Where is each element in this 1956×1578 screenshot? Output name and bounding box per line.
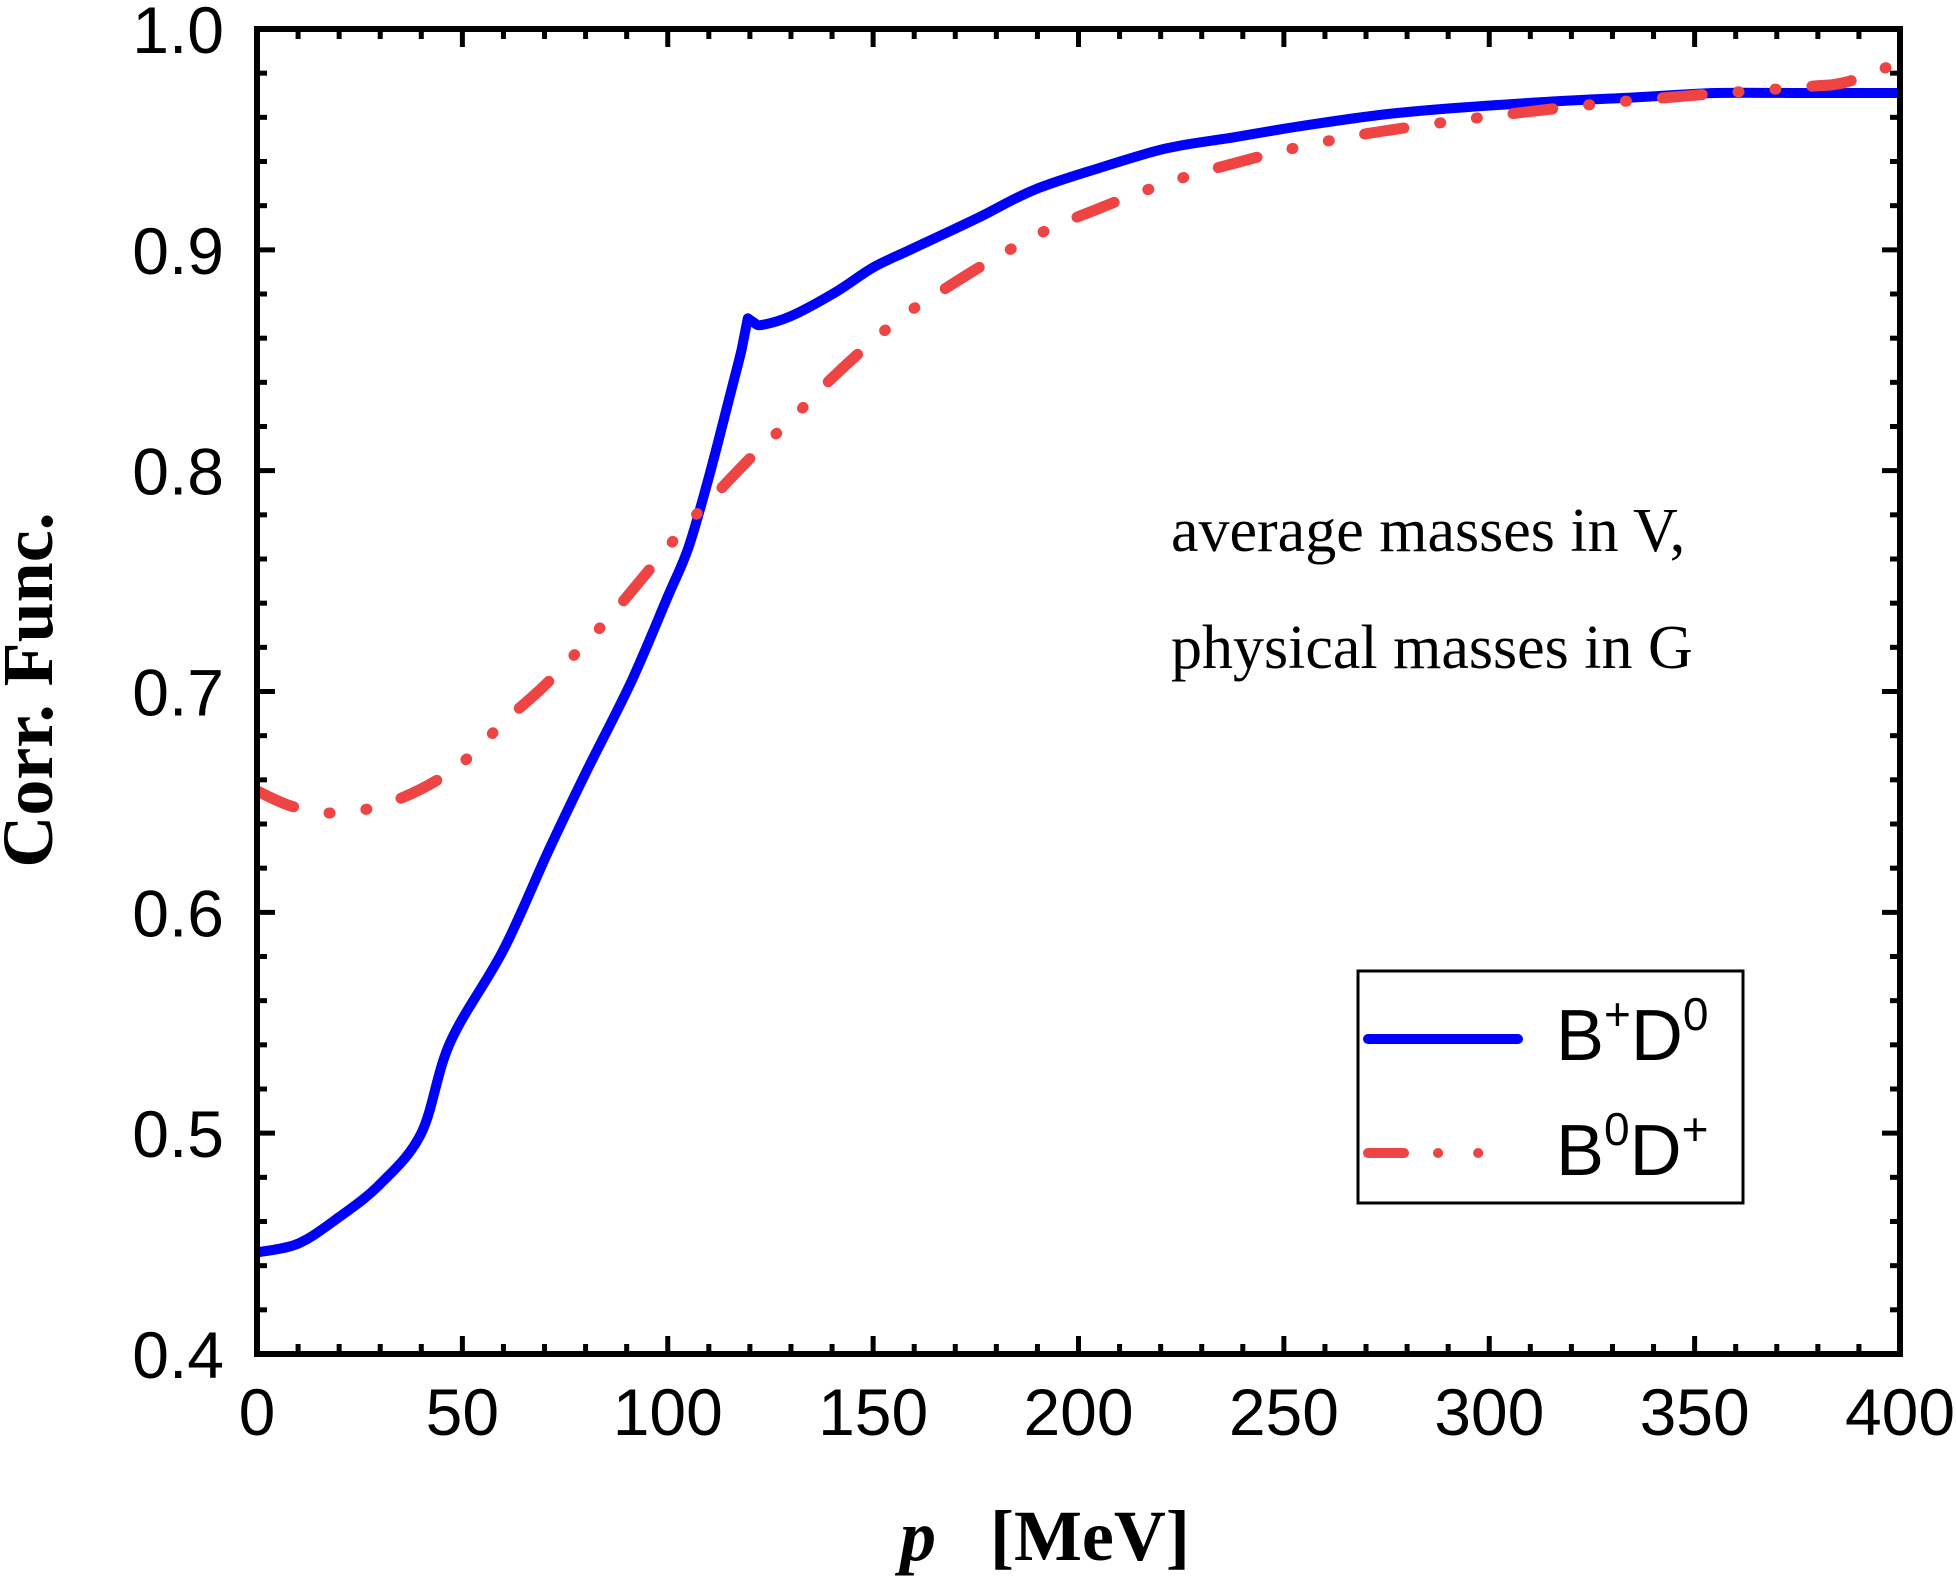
y-tick-label: 1.0 bbox=[132, 0, 224, 67]
series-line-b0-d-plus bbox=[257, 56, 1900, 819]
plot-frame bbox=[254, 26, 1903, 1357]
tick-labels: 0 50 100 150 200 250 300 350 400 0.4 0.5 0.6 0.7 0.8 0… bbox=[132, 0, 1955, 1449]
x-tick-label: 250 bbox=[1229, 1375, 1339, 1449]
x-tick-label: 300 bbox=[1434, 1375, 1544, 1449]
y-axis-title: Corr. Func. bbox=[0, 512, 68, 867]
x-tick-label: 400 bbox=[1845, 1375, 1955, 1449]
y-tick-label: 0.9 bbox=[132, 214, 224, 288]
series-layer bbox=[257, 56, 1900, 1258]
x-tick-label: 50 bbox=[426, 1375, 499, 1449]
annotation: average masses in V, physical masses in … bbox=[1171, 497, 1693, 682]
legend-label-b0-d-plus: B0D+ bbox=[1556, 1103, 1709, 1191]
x-tick-label: 350 bbox=[1640, 1375, 1750, 1449]
x-tick-label: 100 bbox=[613, 1375, 723, 1449]
x-tick-label: 200 bbox=[1023, 1375, 1133, 1449]
y-tick-label: 0.6 bbox=[132, 876, 224, 950]
annotation-line-2: physical masses in G bbox=[1171, 614, 1693, 682]
y-tick-label: 0.4 bbox=[132, 1318, 224, 1392]
y-tick-label: 0.8 bbox=[132, 435, 224, 509]
x-axis-unit: [MeV] bbox=[990, 1496, 1190, 1576]
y-tick-label: 0.5 bbox=[132, 1097, 224, 1171]
series-line-b-plus-d0 bbox=[257, 87, 1900, 1258]
legend-label-b-plus-d0: B+D0 bbox=[1556, 988, 1709, 1076]
x-tick-label: 0 bbox=[239, 1375, 276, 1449]
x-tick-label: 150 bbox=[818, 1375, 928, 1449]
x-axis-variable: p bbox=[894, 1496, 936, 1576]
legend: B+D0 B0D+ bbox=[1356, 969, 1745, 1205]
annotation-line-1: average masses in V, bbox=[1171, 497, 1685, 565]
x-axis-title: p [MeV] bbox=[894, 1496, 1190, 1576]
y-tick-label: 0.7 bbox=[132, 656, 224, 730]
legend-box bbox=[1356, 969, 1745, 1205]
